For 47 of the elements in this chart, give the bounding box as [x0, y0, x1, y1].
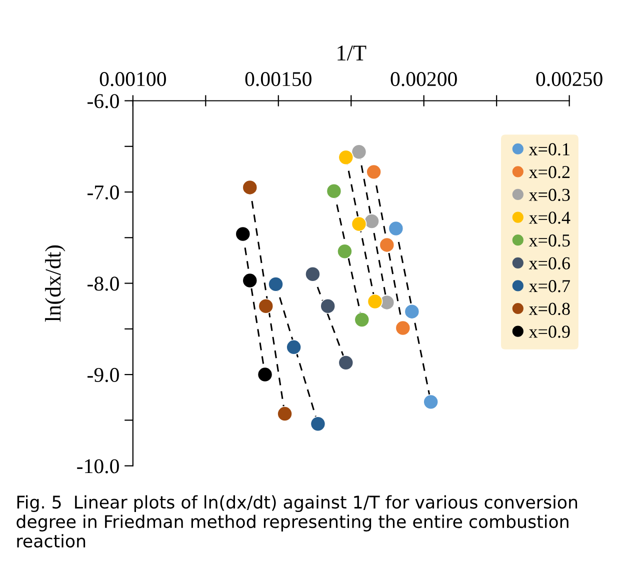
point: [364, 214, 380, 229]
point: [338, 354, 354, 370]
point: [310, 416, 326, 432]
caption: Fig. 5 Linear plots of ln(dx/dt) against 1/T for various conversion degree in Friedman method representing the entire combustion reaction: [16, 495, 578, 548]
x-tick-label: 0.00150: [245, 72, 312, 86]
legend-label: x=0.3: [528, 188, 570, 202]
point: [305, 266, 320, 282]
legend-label: x=0.7: [528, 280, 570, 292]
x-tick-label: 0.00200: [390, 72, 457, 86]
point: [277, 406, 292, 422]
point: [326, 183, 342, 199]
legend-label: x=0.9: [528, 326, 570, 338]
point: [242, 272, 258, 288]
point: [351, 144, 367, 160]
y-tick-label: -9.0: [88, 368, 119, 382]
x-axis-title: 1/T: [338, 46, 366, 61]
point: [337, 244, 352, 260]
legend-label: x=0.4: [528, 212, 570, 224]
point: [338, 150, 354, 166]
point: [268, 276, 284, 292]
point: [258, 298, 274, 314]
point: [257, 366, 273, 382]
point: [354, 312, 370, 328]
point: [235, 226, 251, 242]
legend-label: x=0.6: [528, 257, 570, 270]
y-axis-title: ln(dx/dt): [45, 245, 66, 322]
point: [404, 304, 420, 320]
point: [320, 298, 336, 314]
point: [423, 394, 439, 410]
y-tick-label: -6.0: [88, 94, 119, 108]
point: [242, 180, 258, 196]
y-tick-label: -8.0: [88, 276, 119, 291]
x-tick-label: 0.00100: [100, 72, 166, 86]
point: [286, 339, 302, 355]
point: [388, 220, 404, 236]
x-tick-label: 0.00250: [536, 72, 602, 86]
y-tick-label: -10.0: [77, 459, 119, 474]
point: [379, 237, 395, 253]
point: [367, 294, 383, 310]
legend-label: x=0.1: [528, 143, 570, 156]
y-tick-label: -7.0: [88, 185, 119, 200]
legend-label: x=0.5: [528, 234, 570, 247]
legend-label: x=0.2: [528, 166, 570, 178]
point: [366, 164, 382, 180]
point: [351, 216, 367, 232]
point: [395, 320, 411, 336]
legend-label: x=0.8: [528, 302, 570, 316]
